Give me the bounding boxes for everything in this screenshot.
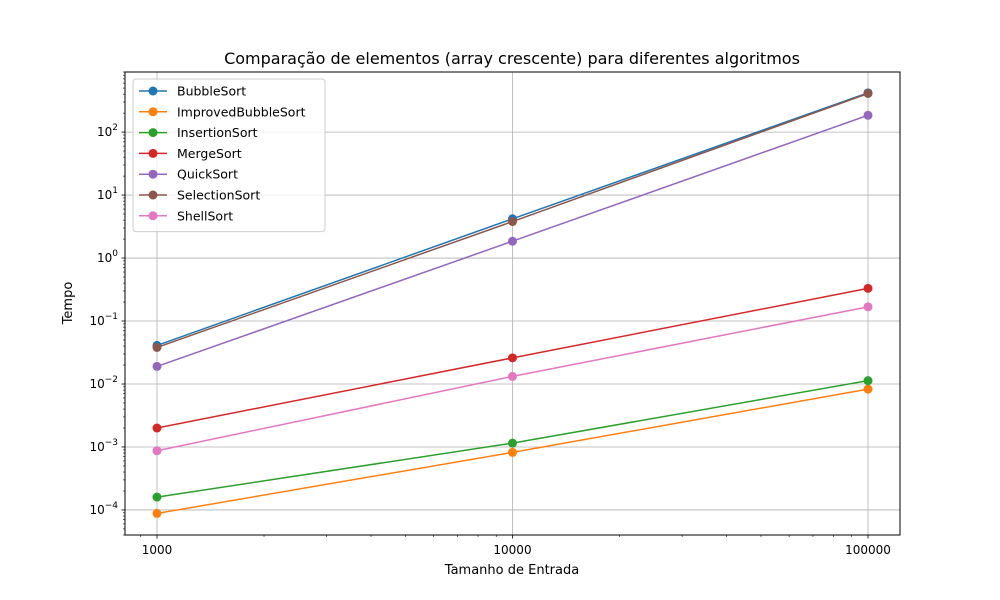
series-shellsort: [152, 302, 873, 456]
x-tick-label: 1000: [142, 543, 173, 557]
data-point-shellsort: [863, 302, 873, 312]
data-point-quicksort: [152, 361, 162, 371]
legend-swatch-marker: [148, 190, 158, 200]
series-lines: [152, 88, 873, 518]
legend-item-improvedbubblesort: ImprovedBubbleSort: [139, 104, 306, 119]
legend-label: SelectionSort: [177, 188, 260, 203]
data-point-selectionsort: [508, 217, 517, 227]
data-point-quicksort: [508, 236, 517, 246]
series-insertionsort: [152, 376, 873, 502]
legend-label: ImprovedBubbleSort: [177, 104, 306, 119]
x-tick-label: 10000: [493, 543, 531, 557]
data-point-shellsort: [508, 371, 517, 381]
axis-ticks: 1000 10000 100000 10−4 10−3 10−2 10−1 100 101 102: [89, 71, 891, 557]
legend-label: QuickSort: [177, 167, 238, 182]
legend: BubbleSort ImprovedBubbleSort InsertionSor…: [132, 78, 326, 233]
x-axis-label: Tamanho de Entrada: [444, 563, 579, 578]
data-point-selectionsort: [863, 89, 873, 99]
legend-item-bubblesort: BubbleSort: [139, 84, 246, 99]
legend-swatch-marker: [148, 169, 158, 179]
series-improvedbubblesort: [152, 384, 873, 518]
data-point-improvedbubblesort: [152, 508, 162, 518]
legend-label: InsertionSort: [177, 125, 258, 140]
legend-item-mergesort: MergeSort: [139, 146, 242, 161]
y-tick-label: 100: [97, 249, 118, 265]
legend-item-quicksort: QuickSort: [139, 167, 238, 182]
legend-label: ShellSort: [177, 208, 233, 223]
y-tick-label: 10−3: [89, 438, 118, 454]
data-point-quicksort: [863, 110, 873, 120]
y-tick-label: 101: [97, 186, 118, 202]
legend-swatch-marker: [148, 148, 158, 158]
x-tick-label: 100000: [845, 543, 891, 557]
y-tick-label: 10−2: [89, 375, 118, 391]
legend-item-selectionsort: SelectionSort: [139, 188, 260, 203]
chart-title: Comparação de elementos (array crescente…: [224, 49, 800, 68]
y-tick-label: 102: [97, 123, 118, 139]
legend-item-shellsort: ShellSort: [139, 208, 233, 223]
data-point-improvedbubblesort: [508, 447, 517, 457]
data-point-selectionsort: [152, 342, 162, 352]
legend-box: [132, 78, 326, 233]
legend-label: BubbleSort: [177, 84, 246, 99]
legend-swatch-marker: [148, 211, 158, 221]
legend-swatch-marker: [148, 107, 158, 117]
legend-item-insertionsort: InsertionSort: [139, 125, 258, 140]
series-quicksort: [152, 110, 873, 371]
y-tick-label: 10−4: [89, 501, 118, 517]
series-mergesort: [152, 283, 873, 433]
data-point-mergesort: [152, 423, 162, 433]
legend-label: MergeSort: [177, 146, 242, 161]
series-selectionsort: [152, 89, 873, 352]
y-axis-label: Tempo: [61, 282, 76, 326]
data-point-shellsort: [152, 446, 162, 456]
legend-swatch-marker: [148, 86, 158, 96]
data-point-insertionsort: [863, 376, 873, 386]
data-point-mergesort: [863, 283, 873, 293]
legend-swatch-marker: [148, 128, 158, 138]
data-point-mergesort: [508, 353, 517, 363]
data-point-insertionsort: [508, 438, 517, 448]
data-point-improvedbubblesort: [863, 384, 873, 394]
data-point-insertionsort: [152, 492, 162, 502]
y-tick-label: 10−1: [89, 312, 118, 328]
